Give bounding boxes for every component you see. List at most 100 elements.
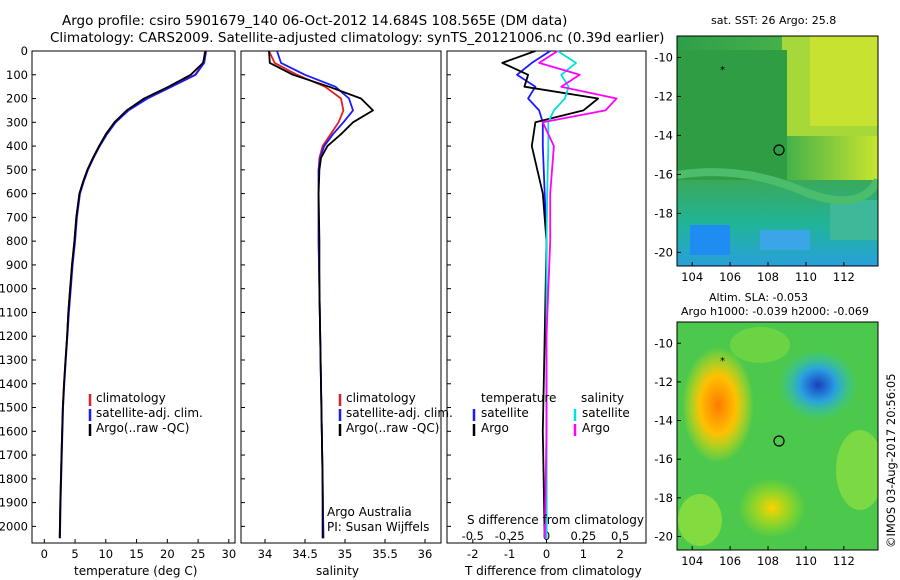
sla-map-title: Altim. SLA: -0.053	[709, 291, 809, 304]
sla-map-ytick-label: -12	[654, 375, 673, 389]
temperature-series-climatology	[58, 50, 206, 539]
salinity-xtick-label: 34	[258, 547, 273, 561]
sal-annotation-2: PI: Susan Wijffels	[327, 520, 430, 534]
depth-tick-label: 600	[6, 187, 28, 201]
depth-tick-label: 1600	[0, 424, 28, 438]
temperature-xtick-label: 5	[71, 547, 78, 561]
sst-map-xtick-label: 108	[757, 270, 779, 284]
depth-tick-label: 1200	[0, 329, 28, 343]
salinity-series-satellite-adj-clim-	[276, 50, 354, 539]
diff-legend-t-argo: Argo	[481, 421, 509, 435]
salinity-series-climatology	[268, 50, 345, 539]
difference-series-t-argo	[501, 50, 599, 539]
diff-legend-s-argo: Argo	[582, 421, 610, 435]
sal-annotation-1: Argo Australia	[327, 505, 412, 519]
sst-star: *	[720, 65, 725, 76]
depth-tick-label: 1100	[0, 305, 28, 319]
sst-map-ytick-label: -16	[654, 167, 673, 181]
depth-tick-label: 1800	[0, 472, 28, 486]
difference-xtick-label: 0	[543, 547, 550, 561]
depth-tick-label: 200	[6, 92, 28, 106]
difference-xtick-s-label: -0.25	[495, 529, 525, 543]
sal-legend-2: satellite-adj. clim.	[346, 406, 453, 420]
temperature-series-satellite-adj-clim-	[59, 50, 207, 539]
sla-map-xtick-label: 106	[719, 554, 741, 568]
sla-star: *	[720, 356, 725, 367]
difference-series-s-satellite	[545, 50, 577, 539]
depth-tick-label: 1300	[0, 353, 28, 367]
depth-tick-label: 1700	[0, 448, 28, 462]
sst-map	[677, 36, 878, 266]
temperature-xtick-label: 0	[41, 547, 48, 561]
depth-tick-label: 800	[6, 234, 28, 248]
temperature-xtick-label: 25	[191, 547, 206, 561]
depth-tick-label: 900	[6, 258, 28, 272]
difference-xtick-label: -2	[467, 547, 478, 561]
sst-map-ytick-label: -18	[654, 206, 673, 220]
sst-map-xtick-label: 110	[795, 270, 817, 284]
header-line-1: Argo profile: csiro 5901679_140 06-Oct-2…	[62, 13, 568, 29]
difference-xtick-s-label: 0.5	[611, 529, 629, 543]
depth-tick-label: 1900	[0, 496, 28, 510]
sla-map-ytick-label: -14	[654, 414, 673, 428]
temp-xlabel: temperature (deg C)	[74, 564, 198, 578]
sla-map-title-2: Argo h1000: -0.039 h2000: -0.069	[681, 305, 869, 318]
sst-map-ytick-label: -10	[654, 50, 673, 64]
credit-text: ©IMOS 03-Aug-2017 20:56:05	[884, 373, 898, 548]
diff-xlabel-t: T difference from climatology	[465, 564, 642, 578]
depth-tick-label: 300	[6, 115, 28, 129]
diff-legend-title-s: salinity	[581, 391, 625, 405]
sst-map-xtick-label: 112	[833, 270, 855, 284]
sla-map-xtick-label: 110	[795, 554, 817, 568]
difference-xtick-s-label: -0.5	[462, 529, 484, 543]
sla-map-ytick-label: -20	[654, 529, 673, 543]
sla-map-xtick-label: 108	[757, 554, 779, 568]
header-line-2: Climatology: CARS2009. Satellite-adjuste…	[50, 30, 665, 46]
sla-map-ytick-label: -10	[654, 336, 673, 350]
depth-tick-label: 2000	[0, 519, 28, 533]
salinity-xtick-label: 36	[418, 547, 433, 561]
temp-legend-2: satellite-adj. clim.	[96, 406, 203, 420]
sst-map-frame	[676, 35, 879, 267]
depth-tick-label: 400	[6, 139, 28, 153]
sst-map-title: sat. SST: 26 Argo: 25.8	[711, 14, 837, 27]
salinity-xtick-label: 35.5	[372, 547, 398, 561]
sla-map-ytick-label: -18	[654, 491, 673, 505]
temp-legend-3: Argo(..raw -QC)	[96, 421, 190, 435]
sal-xlabel: salinity	[316, 564, 360, 578]
temperature-xtick-label: 15	[129, 547, 144, 561]
depth-tick-label: 1500	[0, 401, 28, 415]
sla-argo-marker	[773, 435, 785, 447]
sst-argo-marker	[773, 144, 785, 156]
depth-tick-label: 700	[6, 210, 28, 224]
salinity-series-argo-raw-qc-	[268, 50, 374, 539]
depth-tick-label: 0	[21, 44, 28, 58]
temperature-xtick-label: 10	[98, 547, 113, 561]
sst-map-xtick-label: 106	[719, 270, 741, 284]
depth-tick-label: 1400	[0, 377, 28, 391]
sal-legend-1: climatology	[346, 391, 416, 405]
diff-xlabel-s: S difference from climatology	[467, 513, 644, 527]
sla-map-ytick-label: -16	[654, 452, 673, 466]
sst-map-xtick-label: 104	[681, 270, 703, 284]
difference-xtick-label: -1	[504, 547, 515, 561]
depth-tick-label: 100	[6, 68, 28, 82]
diff-legend-s-sat: satellite	[582, 406, 630, 420]
difference-series-s-argo	[538, 50, 618, 539]
difference-xtick-s-label: 0.25	[571, 529, 597, 543]
sla-map-xtick-label: 104	[681, 554, 703, 568]
salinity-xtick-label: 34.5	[292, 547, 318, 561]
diff-legend-title-t: temperature	[481, 391, 557, 405]
temp-legend-1: climatology	[96, 391, 166, 405]
sst-map-ytick-label: -14	[654, 128, 673, 142]
temperature-frame	[31, 50, 236, 544]
temperature-xtick-label: 30	[222, 547, 237, 561]
depth-tick-label: 500	[6, 163, 28, 177]
temperature-xtick-label: 20	[160, 547, 175, 561]
salinity-xtick-label: 35	[338, 547, 353, 561]
difference-xtick-label: 2	[617, 547, 624, 561]
sst-map-ytick-label: -12	[654, 89, 673, 103]
diff-legend-t-sat: satellite	[481, 406, 529, 420]
sla-map-frame	[676, 321, 879, 551]
